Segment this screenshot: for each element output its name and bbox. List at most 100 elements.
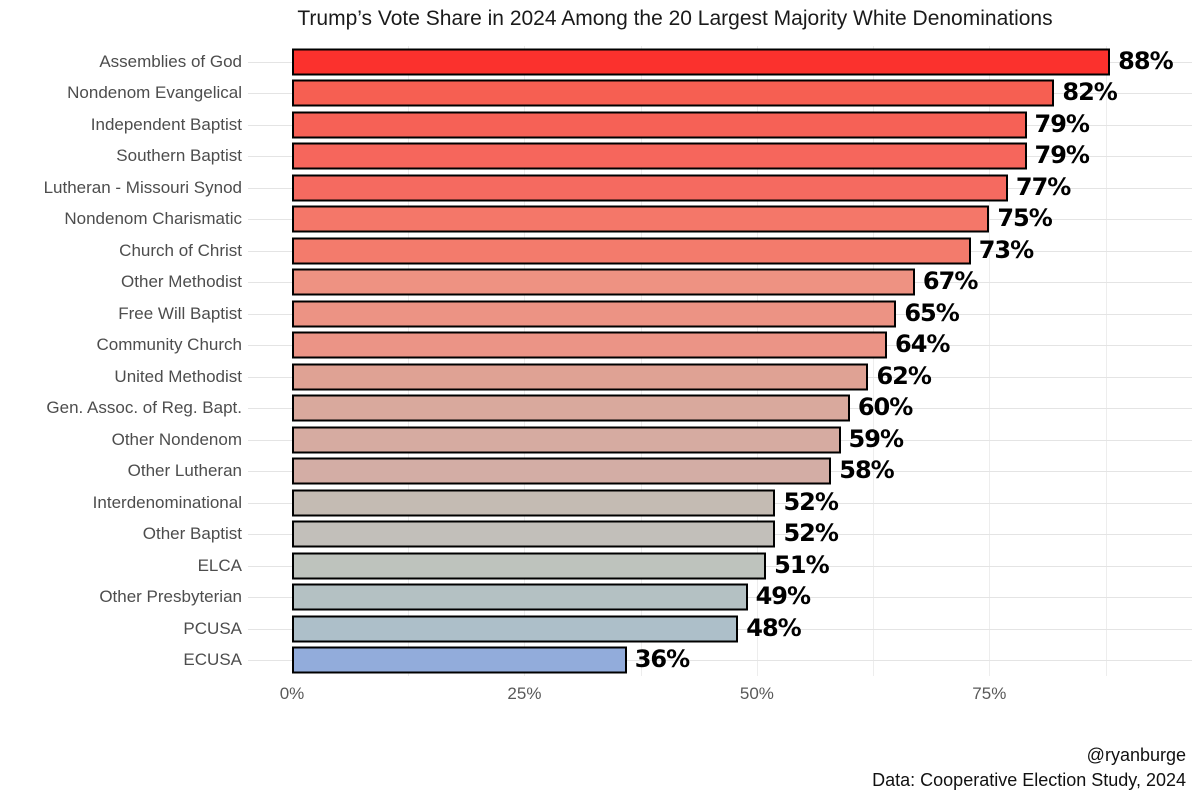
bar-track: 77% xyxy=(248,172,1192,204)
bar[interactable] xyxy=(292,615,739,643)
bar-row: Gen. Assoc. of Reg. Bapt. 60% xyxy=(0,393,1192,425)
bar-track: 79% xyxy=(248,109,1192,141)
category-label: Interdenominational xyxy=(92,492,242,512)
bar[interactable] xyxy=(292,394,850,422)
bar-row: Free Will Baptist 65% xyxy=(0,298,1192,330)
bar-track: 36% xyxy=(248,645,1192,677)
bar[interactable] xyxy=(292,111,1027,139)
vertical-gridlines xyxy=(292,46,1192,676)
bar-row: United Methodist 62% xyxy=(0,361,1192,393)
bar[interactable] xyxy=(292,79,1055,107)
category-label: Other Baptist xyxy=(142,524,242,544)
vertical-gridline xyxy=(408,46,410,676)
bar-row: Other Baptist 52% xyxy=(0,519,1192,551)
bar-track: 58% xyxy=(248,456,1192,488)
bar-row: PCUSA 48% xyxy=(0,613,1192,645)
bar[interactable] xyxy=(292,363,869,391)
value-label: 60% xyxy=(857,393,913,422)
bar[interactable] xyxy=(292,268,915,296)
bar-row: Community Church 64% xyxy=(0,330,1192,362)
bar[interactable] xyxy=(292,300,897,328)
category-label: Free Will Baptist xyxy=(118,303,242,323)
bar-row: Other Methodist 67% xyxy=(0,267,1192,299)
bar-track: 59% xyxy=(248,424,1192,456)
bar-track: 79% xyxy=(248,141,1192,173)
bar[interactable] xyxy=(292,331,888,359)
footer: @ryanburge Data: Cooperative Election St… xyxy=(872,743,1186,792)
category-label: Other Lutheran xyxy=(127,461,242,481)
value-label: 51% xyxy=(774,550,829,579)
bar[interactable] xyxy=(292,205,990,233)
bar-track: 88% xyxy=(248,46,1192,78)
vertical-gridline xyxy=(756,46,758,676)
value-label: 52% xyxy=(783,519,838,548)
category-label: ECUSA xyxy=(183,650,242,670)
bar-track: 64% xyxy=(248,330,1192,362)
category-label: Other Nondenom xyxy=(111,429,242,449)
category-label: Other Methodist xyxy=(121,272,242,292)
bar[interactable] xyxy=(292,457,832,485)
x-tick-label: 75% xyxy=(972,684,1007,703)
bar[interactable] xyxy=(292,426,841,454)
vertical-gridline xyxy=(1105,46,1107,676)
bar[interactable] xyxy=(292,552,767,580)
bar[interactable] xyxy=(292,583,748,611)
category-label: Independent Baptist xyxy=(90,114,242,134)
bar-rows: Assemblies of God 88% Nondenom Evangelical… xyxy=(0,46,1192,676)
value-label: 64% xyxy=(895,330,950,359)
bar[interactable] xyxy=(292,142,1027,170)
x-tick-label: 25% xyxy=(507,684,542,703)
category-label: Church of Christ xyxy=(119,240,242,260)
bar-row: ECUSA 36% xyxy=(0,645,1192,677)
bar-track: 65% xyxy=(248,298,1192,330)
bar[interactable] xyxy=(292,237,971,265)
bar[interactable] xyxy=(292,48,1111,76)
value-label: 67% xyxy=(922,267,978,296)
bar-row: Nondenom Charismatic 75% xyxy=(0,204,1192,236)
vertical-gridline xyxy=(524,46,526,676)
value-label: 73% xyxy=(978,235,1034,264)
value-label: 65% xyxy=(904,298,959,327)
value-label: 36% xyxy=(634,645,690,674)
bar[interactable] xyxy=(292,174,1008,202)
category-label: Nondenom Charismatic xyxy=(64,209,242,229)
bar-track: 82% xyxy=(248,78,1192,110)
value-label: 79% xyxy=(1034,141,1090,170)
footer-source: Data: Cooperative Election Study, 2024 xyxy=(872,769,1186,790)
x-axis: 0% 25% 50% 75% xyxy=(280,684,1192,708)
bar-track: 75% xyxy=(248,204,1192,236)
category-label: Southern Baptist xyxy=(116,146,242,166)
category-label: Community Church xyxy=(96,335,243,355)
plot-area: Assemblies of God 88% Nondenom Evangelical… xyxy=(0,46,1192,676)
bar-row: Independent Baptist 79% xyxy=(0,109,1192,141)
value-label: 48% xyxy=(746,613,801,642)
value-label: 49% xyxy=(755,582,811,611)
category-label: Gen. Assoc. of Reg. Bapt. xyxy=(46,398,242,418)
vertical-gridline xyxy=(989,46,991,676)
bar-row: Nondenom Evangelical 82% xyxy=(0,78,1192,110)
category-label: PCUSA xyxy=(183,618,242,638)
bar-track: 51% xyxy=(248,550,1192,582)
horizontal-gridline xyxy=(248,660,1192,662)
value-label: 52% xyxy=(783,487,838,516)
category-label: Assemblies of God xyxy=(99,51,242,71)
bar-track: 73% xyxy=(248,235,1192,267)
category-label: United Methodist xyxy=(114,366,242,386)
value-label: 58% xyxy=(839,456,894,485)
bar-track: 60% xyxy=(248,393,1192,425)
x-tick-label: 50% xyxy=(739,684,774,703)
bar-track: 48% xyxy=(248,613,1192,645)
bar[interactable] xyxy=(292,646,627,674)
vertical-gridline xyxy=(640,46,642,676)
footer-credit: @ryanburge xyxy=(1086,745,1186,766)
bar-track: 67% xyxy=(248,267,1192,299)
bar-row: Church of Christ 73% xyxy=(0,235,1192,267)
bar[interactable] xyxy=(292,489,776,517)
bar-row: Lutheran - Missouri Synod 77% xyxy=(0,172,1192,204)
vertical-gridline xyxy=(873,46,875,676)
category-label: Nondenom Evangelical xyxy=(67,83,242,103)
bar[interactable] xyxy=(292,520,776,548)
bar-row: Other Presbyterian 49% xyxy=(0,582,1192,614)
value-label: 59% xyxy=(848,424,904,453)
bar-track: 49% xyxy=(248,582,1192,614)
